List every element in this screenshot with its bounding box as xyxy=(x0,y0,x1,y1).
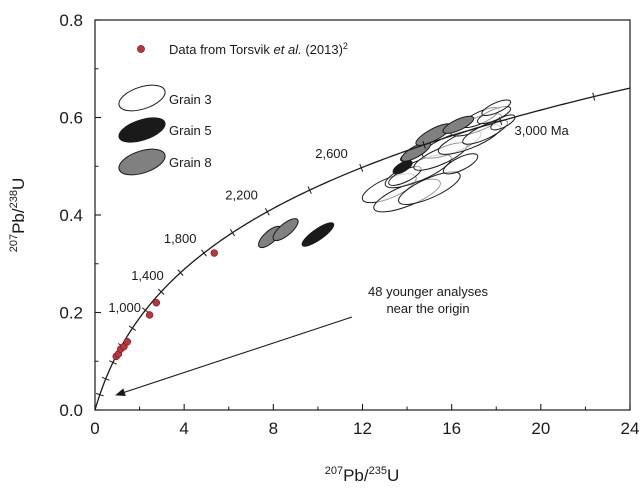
x-tick-label: 4 xyxy=(179,419,188,438)
torsvik-data-point xyxy=(210,249,218,257)
torsvik-data-point xyxy=(152,299,161,307)
x-tick-label: 8 xyxy=(269,419,278,438)
concordia-age-tick xyxy=(95,392,104,397)
annotation-arrow xyxy=(122,316,353,394)
torsvik-data-point xyxy=(123,338,132,346)
concordia-age-label: 2,600 xyxy=(315,146,348,161)
legend-label-grain-3: Grain 3 xyxy=(169,92,212,107)
concordia-age-tick xyxy=(264,207,270,216)
concordia-age-tick xyxy=(498,117,503,126)
torsvik-data-points xyxy=(112,249,218,361)
y-axis-title: 207Pb/238U xyxy=(8,178,28,253)
annotation-line-1: 48 younger analyses xyxy=(368,284,488,299)
concordia-age-labels: 1,000 1,400 1,800 2,200 2,600 3,000 Ma xyxy=(108,123,569,315)
concordia-age-tick xyxy=(307,186,312,194)
y-tick-label: 0.2 xyxy=(59,304,83,323)
legend-marker-grain-3 xyxy=(118,84,166,112)
concordia-age-label: 1,000 xyxy=(108,300,141,315)
ellipses-layer xyxy=(258,99,516,249)
error-ellipse-grain-3 xyxy=(481,99,512,117)
error-ellipse-grain-8 xyxy=(272,218,299,242)
concordia-age-tick xyxy=(177,269,184,276)
x-tick-label: 16 xyxy=(442,419,461,438)
error-ellipse-grain-5 xyxy=(392,160,413,175)
legend-marker-torsvik xyxy=(137,45,145,53)
concordia-age-tick xyxy=(422,140,426,149)
concordia-age-tick xyxy=(128,325,136,331)
error-ellipse-grain-3 xyxy=(442,153,479,175)
y-tick-label: 0.6 xyxy=(59,109,83,128)
legend-marker-grain-5 xyxy=(118,117,166,143)
x-tick-label: 12 xyxy=(353,419,372,438)
error-ellipse-grain-5 xyxy=(301,222,335,247)
axis-ticks: 0 4 8 12 16 20 24 0.0 0.2 0.4 0.6 0.8 xyxy=(59,11,639,438)
concordia-age-label: 3,000 Ma xyxy=(515,123,570,138)
y-tick-label: 0.4 xyxy=(59,206,83,225)
concordia-age-tick xyxy=(101,376,110,381)
legend-label-torsvik: Data from Torsvik et al. (2013)2 xyxy=(169,41,348,57)
error-ellipse-grain-3 xyxy=(398,171,461,205)
concordia-age-tick xyxy=(229,229,236,237)
x-tick-label: 20 xyxy=(531,419,550,438)
torsvik-data-point xyxy=(145,311,154,319)
x-axis-title: 207Pb/235U xyxy=(325,465,400,485)
concordia-age-tick xyxy=(141,307,149,314)
plot-frame xyxy=(94,19,631,411)
concordia-age-tick xyxy=(157,288,165,295)
concordia-curve xyxy=(94,87,631,411)
legend: Data from Torsvik et al. (2013)2 Grain 3… xyxy=(118,41,348,176)
x-tick-label: 24 xyxy=(621,419,640,438)
x-tick-label: 0 xyxy=(90,419,99,438)
annotation-line-2: near the origin xyxy=(386,301,469,316)
annotation-arrowhead xyxy=(115,388,126,397)
legend-label-grain-5: Grain 5 xyxy=(169,123,212,138)
concordia-age-tick xyxy=(592,92,596,101)
concordia-age-label: 1,400 xyxy=(131,268,164,283)
concordia-age-tick xyxy=(109,360,117,365)
younger-analyses-annotation: 48 younger analyses near the origin xyxy=(115,284,488,397)
y-tick-label: 0.0 xyxy=(59,401,83,420)
y-tick-label: 0.8 xyxy=(59,11,83,30)
error-ellipse-grain-8 xyxy=(442,115,475,134)
concordia-age-label: 1,800 xyxy=(164,231,197,246)
legend-marker-grain-8 xyxy=(118,148,166,176)
concordia-age-tick xyxy=(359,163,364,172)
concordia-age-tick xyxy=(201,249,207,257)
legend-label-grain-8: Grain 8 xyxy=(169,155,212,170)
concordia-age-label: 2,200 xyxy=(225,188,258,203)
